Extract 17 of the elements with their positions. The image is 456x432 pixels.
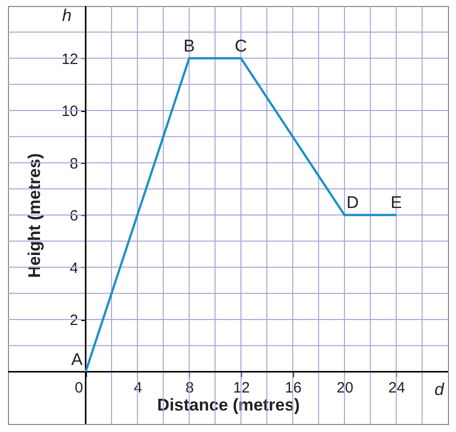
x-axis-title: Distance (metres) [157,395,300,414]
x-tick-label: 20 [336,379,354,396]
x-tick-label: 12 [233,379,250,396]
annotation: B [184,36,195,56]
annotation: E [390,193,402,212]
annotation: D [346,193,359,212]
y-tick-label: 12 [61,50,78,68]
annotation: d [434,380,445,399]
y-tick-label: 4 [70,260,78,277]
x-tick-label: 16 [284,379,302,396]
x-tick-label: 0 [74,379,84,396]
x-tick-label: 24 [388,379,406,396]
annotation: h [62,6,72,25]
x-tick-label: 8 [186,379,194,396]
y-axis-title: Height (metres) [24,153,44,278]
annotation: A [71,350,84,369]
annotation: C [234,36,248,56]
